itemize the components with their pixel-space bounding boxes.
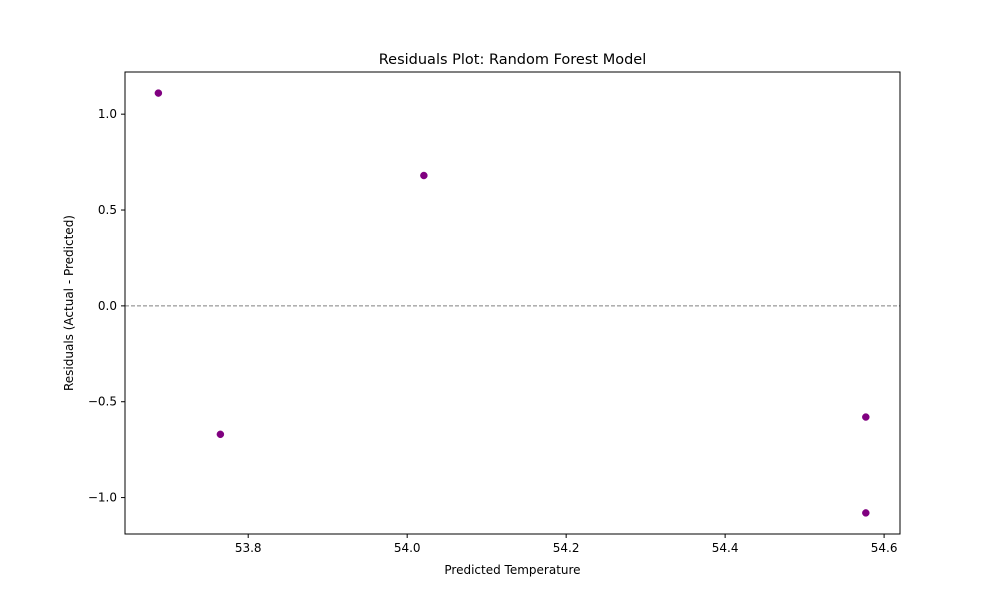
x-tick-label: 54.4 xyxy=(712,541,739,555)
x-tick-label: 54.2 xyxy=(553,541,580,555)
y-tick-label: −0.5 xyxy=(88,395,117,409)
x-tick-label: 54.6 xyxy=(871,541,898,555)
y-axis-ticks: −1.0 −0.5 0.0 0.5 1.0 xyxy=(88,107,125,505)
data-point xyxy=(862,509,870,517)
x-tick-label: 54.0 xyxy=(394,541,421,555)
y-tick-label: −1.0 xyxy=(88,491,117,505)
y-axis-label: Residuals (Actual - Predicted) xyxy=(62,215,76,391)
y-tick-label: 0.5 xyxy=(98,203,117,217)
chart-title: Residuals Plot: Random Forest Model xyxy=(379,52,647,68)
y-tick-label: 0.0 xyxy=(98,299,117,313)
data-point xyxy=(862,413,870,421)
data-point xyxy=(216,430,225,439)
y-tick-label: 1.0 xyxy=(98,107,117,121)
data-point xyxy=(154,89,163,97)
data-points xyxy=(154,89,870,517)
data-point xyxy=(420,171,428,180)
x-axis-ticks: 53.8 54.0 54.2 54.4 54.6 xyxy=(235,534,898,555)
plot-frame xyxy=(124,71,901,535)
x-tick-label: 53.8 xyxy=(235,541,262,555)
x-axis-label: Predicted Temperature xyxy=(444,563,580,577)
